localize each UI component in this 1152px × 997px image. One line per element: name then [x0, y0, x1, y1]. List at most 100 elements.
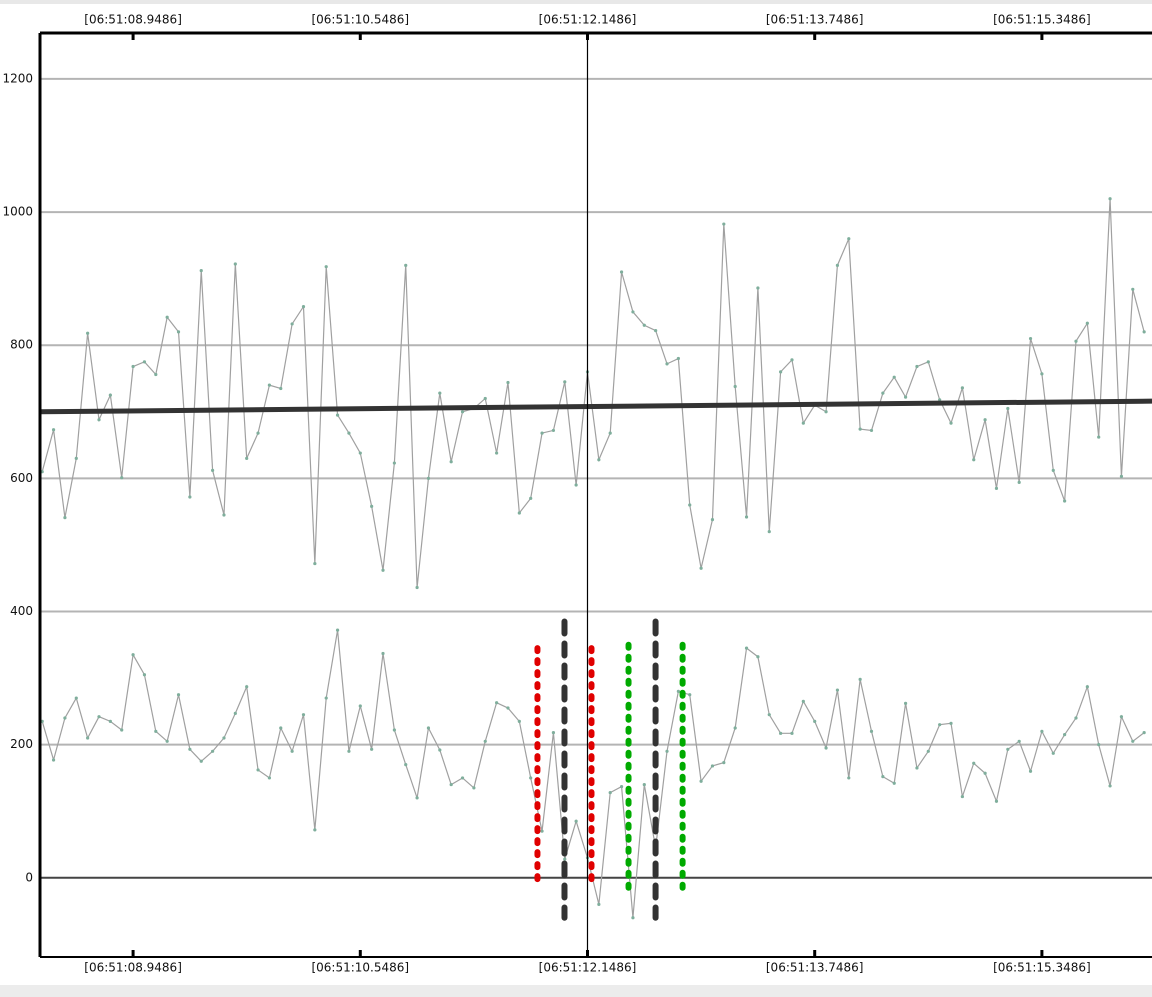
point	[301, 305, 306, 309]
point	[1131, 739, 1135, 743]
point	[1119, 474, 1124, 478]
point	[563, 857, 567, 861]
point	[381, 568, 385, 572]
point	[779, 370, 783, 374]
point	[835, 688, 840, 692]
point	[426, 476, 431, 480]
point	[347, 431, 351, 435]
trend-line	[40, 398, 1152, 415]
point	[699, 779, 703, 783]
point	[903, 701, 908, 705]
point	[460, 410, 465, 414]
point	[1108, 197, 1112, 201]
point	[1097, 435, 1101, 439]
x-tick-label-bottom: [06:51:08.9486]	[84, 961, 182, 975]
point	[381, 651, 385, 656]
point	[74, 456, 78, 460]
point	[926, 749, 930, 753]
point	[779, 731, 783, 735]
point	[1017, 480, 1021, 484]
point	[188, 747, 192, 751]
point	[392, 728, 396, 732]
point	[824, 410, 828, 414]
x-tick-label-bottom: [06:51:15.3486]	[993, 961, 1091, 975]
point	[154, 372, 158, 377]
point	[460, 776, 465, 780]
x-tick-label-top: [06:51:10.5486]	[311, 13, 409, 27]
point	[1040, 372, 1044, 376]
point	[722, 222, 726, 226]
x-tick-label-top: [06:51:13.7486]	[766, 13, 864, 27]
y-tick-label: 200	[10, 737, 33, 751]
point	[1063, 733, 1067, 737]
point	[165, 739, 169, 743]
point	[245, 456, 249, 460]
point	[426, 726, 431, 730]
point	[994, 799, 999, 803]
point	[597, 902, 601, 907]
point	[699, 566, 703, 570]
y-tick-label: 1000	[2, 205, 33, 219]
point	[438, 748, 442, 752]
point	[608, 790, 612, 795]
point	[233, 262, 237, 266]
y-tick-label: 400	[10, 604, 33, 618]
point	[1040, 729, 1044, 733]
point	[835, 263, 840, 267]
point	[529, 496, 533, 500]
point	[756, 286, 760, 290]
point	[597, 458, 601, 462]
point	[824, 746, 828, 750]
point	[199, 269, 203, 273]
point	[495, 451, 499, 455]
point	[256, 431, 260, 435]
point	[1108, 784, 1112, 788]
point	[529, 776, 533, 780]
point	[483, 396, 487, 401]
point	[63, 516, 67, 520]
point	[744, 646, 749, 650]
point	[744, 515, 749, 519]
point	[881, 774, 885, 779]
point	[142, 673, 147, 677]
point	[540, 829, 544, 833]
point	[517, 719, 521, 723]
y-tick-label: 0	[25, 870, 33, 884]
point	[790, 358, 794, 362]
point	[245, 685, 249, 689]
point	[154, 729, 158, 733]
point	[347, 749, 351, 753]
point	[108, 393, 112, 397]
point	[733, 726, 737, 730]
point	[858, 677, 862, 682]
point	[301, 713, 306, 717]
point	[1028, 769, 1033, 773]
point	[1006, 406, 1010, 411]
point	[506, 706, 510, 710]
point	[1085, 321, 1089, 325]
point	[335, 413, 340, 417]
x-tick-label-bottom: [06:51:12.1486]	[539, 961, 637, 975]
point	[915, 364, 919, 369]
point	[1131, 287, 1135, 291]
point	[654, 328, 658, 333]
point	[222, 736, 226, 740]
x-tick-label-top: [06:51:15.3486]	[993, 13, 1091, 27]
point	[335, 628, 340, 632]
point	[938, 398, 942, 402]
point	[608, 431, 612, 435]
point	[881, 391, 885, 395]
point	[1142, 330, 1146, 334]
point	[631, 310, 635, 314]
point	[370, 747, 374, 751]
point	[892, 781, 896, 785]
point	[358, 704, 362, 708]
point	[74, 696, 78, 700]
point	[495, 701, 499, 705]
point	[449, 782, 453, 787]
point	[665, 362, 669, 366]
point	[370, 504, 374, 508]
point	[324, 696, 328, 700]
